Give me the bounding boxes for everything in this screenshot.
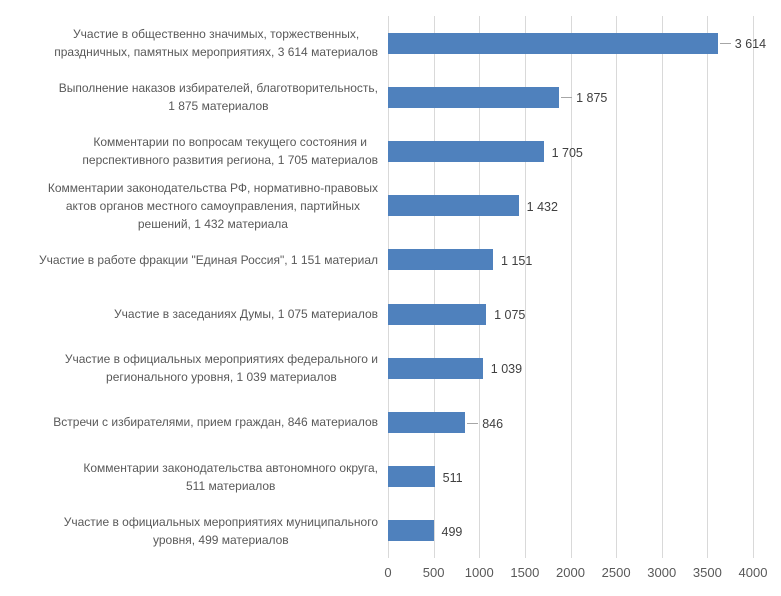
bar[interactable] <box>388 32 718 54</box>
bar[interactable] <box>388 249 494 271</box>
bar[interactable] <box>388 195 519 217</box>
gridline <box>707 16 709 558</box>
category-label: Участие в общественно значимых, торжеств… <box>54 27 378 60</box>
x-tick-label: 4000 <box>738 565 768 580</box>
data-label: 511 <box>442 470 463 485</box>
bar[interactable] <box>388 141 544 162</box>
gridline <box>661 16 663 558</box>
data-label: 1 432 <box>526 199 558 214</box>
x-tick-label: 2500 <box>601 565 631 580</box>
category-label: Комментарии по вопросам текущего состоян… <box>82 135 378 168</box>
bar[interactable] <box>388 520 434 542</box>
gridline <box>570 16 572 558</box>
x-tick-label: 2000 <box>556 565 585 580</box>
x-tick-label: 3000 <box>647 565 677 580</box>
category-label: Выполнение наказов избирателей, благотво… <box>58 81 378 114</box>
data-label: 499 <box>441 524 463 539</box>
leader-line <box>719 43 731 45</box>
x-tick-label: 1000 <box>464 565 494 580</box>
gridline <box>433 16 435 558</box>
gridline <box>479 16 481 558</box>
leader-line <box>467 422 479 424</box>
data-label: 846 <box>482 416 504 431</box>
data-label: 1 875 <box>576 91 608 106</box>
leader-line <box>561 97 573 99</box>
data-label: 1 705 <box>551 145 583 160</box>
data-label: 1 075 <box>494 308 526 323</box>
gridline <box>388 16 389 558</box>
category-label: Участие в работе фракции "Единая Россия"… <box>38 252 378 267</box>
category-label: Комментарии законодательства РФ, нормати… <box>47 180 378 231</box>
x-tick-label: 0 <box>384 565 392 580</box>
gridline <box>753 16 754 558</box>
category-label: Участие в официальных мероприятиях федер… <box>64 352 378 385</box>
category-label: Комментарии законодательства автономного… <box>83 460 378 493</box>
gridline <box>616 16 618 558</box>
bar[interactable] <box>388 466 435 488</box>
bar[interactable] <box>388 357 483 379</box>
x-tick-label: 1500 <box>510 565 540 580</box>
x-tick-label: 3500 <box>692 565 722 580</box>
data-label: 1 151 <box>501 253 533 268</box>
bar[interactable] <box>388 303 487 325</box>
data-label: 3 614 <box>734 37 767 52</box>
bar[interactable] <box>388 412 466 433</box>
category-label: Встречи с избирателями, прием граждан, 8… <box>53 415 378 430</box>
gridline <box>524 16 526 558</box>
category-label: Участие в официальных мероприятиях муниц… <box>63 514 378 547</box>
x-tick-label: 500 <box>422 565 445 580</box>
bar[interactable] <box>388 86 560 108</box>
category-label: Участие в заседаниях Думы, 1 075 материа… <box>114 307 378 322</box>
data-label: 1 039 <box>490 362 523 377</box>
